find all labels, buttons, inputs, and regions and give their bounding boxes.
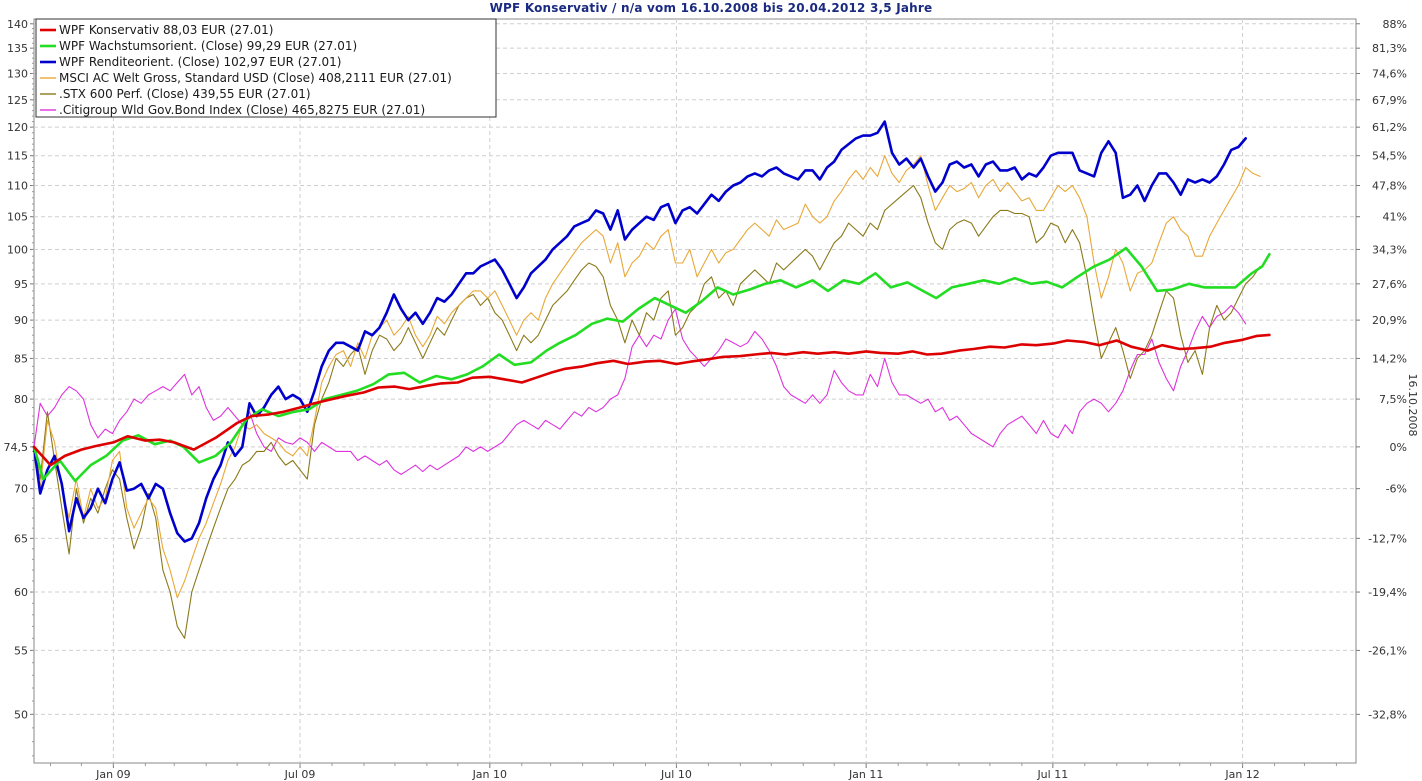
right-tick-label: 7,5% xyxy=(1379,393,1407,406)
right-tick-label: 88% xyxy=(1383,18,1407,31)
series-line-4 xyxy=(33,184,1261,639)
x-tick-label: Jan 09 xyxy=(95,768,130,781)
x-tick-label: Jul 11 xyxy=(1036,768,1068,781)
y-axis-left: 140 135 130 125 120 115 110 105 100 95 90 85 80 74,5 7… xyxy=(4,18,34,757)
series-group xyxy=(32,120,1271,639)
y-tick-label: 90 xyxy=(14,314,28,327)
y-tick-label: 140 xyxy=(7,18,28,31)
legend-box xyxy=(35,18,497,118)
y-tick-label: 125 xyxy=(7,94,28,107)
y-tick-label: 105 xyxy=(7,211,28,224)
right-tick-label: -12,7% xyxy=(1368,532,1407,545)
right-tick-label: 20,9% xyxy=(1372,314,1407,327)
x-tick-label: Jul 09 xyxy=(284,768,316,781)
right-tick-label: -32,8% xyxy=(1368,708,1407,721)
y-tick-label: 115 xyxy=(7,150,28,163)
right-tick-label: 27,6% xyxy=(1372,278,1407,291)
right-tick-label: 0% xyxy=(1390,441,1407,454)
legend-label-3: MSCI AC Welt Gross, Standard USD (Close)… xyxy=(59,71,452,85)
y-tick-label: 74,5 xyxy=(4,441,29,454)
right-tick-label: 41% xyxy=(1383,211,1407,224)
right-tick-label: -26,1% xyxy=(1368,644,1407,657)
y-tick-label: 70 xyxy=(14,483,28,496)
y-tick-label: 85 xyxy=(14,352,28,365)
y-tick-label: 50 xyxy=(14,708,28,721)
series-line-2 xyxy=(32,120,1247,543)
right-tick-label: -19,4% xyxy=(1368,586,1407,599)
series-line-3 xyxy=(33,155,1261,599)
x-axis: Jan 09 Jul 09 Jan 10 Jul 10 Jan 11 Jul 11 Jan … xyxy=(49,763,1337,781)
right-tick-label: 81,3% xyxy=(1372,42,1407,55)
y-tick-label: 120 xyxy=(7,121,28,134)
y-tick-label: 80 xyxy=(14,393,28,406)
y-tick-label: 60 xyxy=(14,586,28,599)
legend-label-1: WPF Wachstumsorient. (Close) 99,29 EUR (… xyxy=(59,39,357,53)
y-tick-label: 100 xyxy=(7,243,28,256)
series-line-0 xyxy=(32,333,1271,467)
legend-label-0: WPF Konservativ 88,03 EUR (27.01) xyxy=(59,23,273,37)
legend: WPF Konservativ 88,03 EUR (27.01) WPF Wac… xyxy=(35,18,497,118)
y-tick-label: 55 xyxy=(14,644,28,657)
right-tick-label: 54,5% xyxy=(1372,150,1407,163)
x-tick-label: Jan 10 xyxy=(472,768,507,781)
series-line-1 xyxy=(32,246,1271,483)
legend-label-5: .Citigroup Wld Gov.Bond Index (Close) 46… xyxy=(59,103,425,117)
right-tick-label: 34,3% xyxy=(1372,243,1407,256)
right-tick-label: -6% xyxy=(1386,483,1407,496)
plot-area xyxy=(33,18,1357,764)
y-axis-right: 88% 81,3% 74,6% 67,9% 61,2% 54,5% 47,8% 41% 34,3… xyxy=(1356,18,1407,721)
y-tick-label: 110 xyxy=(7,180,28,193)
y-tick-label: 135 xyxy=(7,42,28,55)
right-tick-label: 67,9% xyxy=(1372,94,1407,107)
legend-label-4: .STX 600 Perf. (Close) 439,55 EUR (27.01… xyxy=(59,87,311,101)
y-tick-label: 65 xyxy=(14,532,28,545)
x-tick-label: Jul 10 xyxy=(660,768,692,781)
chart-title: WPF Konservativ / n/a vom 16.10.2008 bis… xyxy=(489,1,933,15)
side-label: 16.10.2008 xyxy=(1406,374,1419,437)
right-tick-label: 74,6% xyxy=(1372,67,1407,80)
right-tick-label: 61,2% xyxy=(1372,121,1407,134)
x-tick-label: Jan 12 xyxy=(1224,768,1259,781)
y-tick-label: 95 xyxy=(14,278,28,291)
right-tick-label: 14,2% xyxy=(1372,352,1407,365)
y-tick-label: 130 xyxy=(7,67,28,80)
legend-label-2: WPF Renditeorient. (Close) 102,97 EUR (2… xyxy=(59,55,341,69)
right-tick-label: 47,8% xyxy=(1372,180,1407,193)
x-tick-label: Jan 11 xyxy=(848,768,883,781)
